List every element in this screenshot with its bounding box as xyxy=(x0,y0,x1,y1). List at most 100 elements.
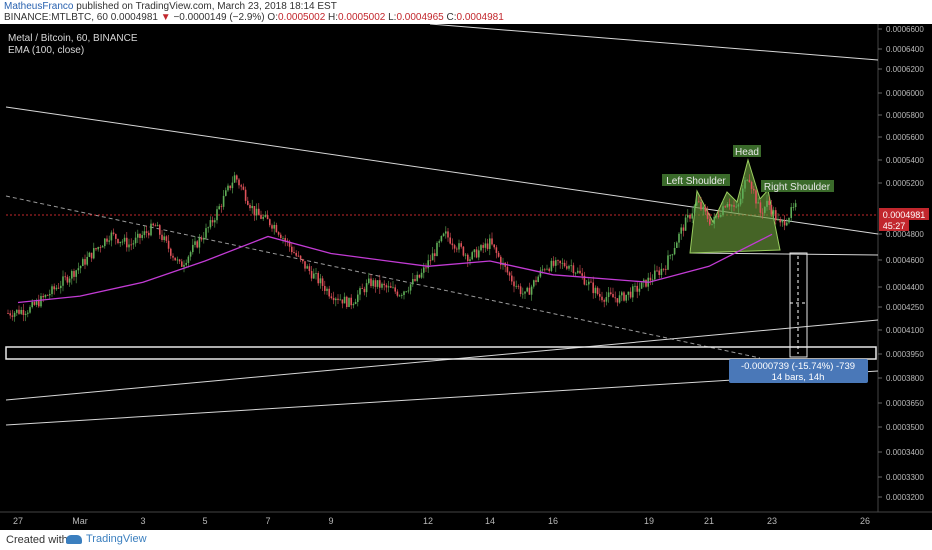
candle-body xyxy=(405,291,407,293)
candle-body xyxy=(440,236,443,242)
candle-body xyxy=(744,180,746,189)
candle-body xyxy=(390,286,392,288)
candle-body xyxy=(759,202,762,213)
support-zone[interactable] xyxy=(5,346,877,360)
measure-tool[interactable]: -0.0000739 (-15.74%) -739 14 bars, 14h xyxy=(729,252,868,383)
time-axis-label: 27 xyxy=(13,516,23,526)
time-axis-label: 7 xyxy=(265,516,270,526)
candle-body xyxy=(172,255,174,258)
candle-body xyxy=(750,182,753,189)
candle-body xyxy=(658,270,660,276)
candle-body xyxy=(709,218,711,225)
upper-trendline[interactable] xyxy=(429,23,879,61)
candle-body xyxy=(724,206,726,208)
candle-body xyxy=(660,268,663,276)
candle-body xyxy=(88,252,91,257)
price-axis-label: 0.0003400 xyxy=(886,448,924,457)
candle-body xyxy=(372,280,374,287)
candle-body xyxy=(735,206,737,208)
candle-body xyxy=(306,266,308,269)
candle-body xyxy=(753,188,755,191)
candle-body xyxy=(207,227,209,229)
head-label[interactable]: Head xyxy=(733,145,761,158)
candle-body xyxy=(275,224,278,233)
candle-body xyxy=(711,223,713,225)
candle-body xyxy=(680,227,682,234)
candle-body xyxy=(478,250,480,258)
time-axis-label: 14 xyxy=(485,516,495,526)
candle-body xyxy=(794,203,797,208)
low-value: 0.0004965 xyxy=(396,12,444,23)
candle-body xyxy=(568,265,570,269)
measure-box[interactable] xyxy=(789,252,808,358)
candle-body xyxy=(530,286,533,295)
candle-body xyxy=(460,243,462,247)
measure-label-box xyxy=(729,359,868,383)
candle-body xyxy=(416,274,418,281)
candle-body xyxy=(541,269,544,271)
author-link[interactable]: MatheusFranco xyxy=(4,1,74,12)
candle-body xyxy=(302,259,304,262)
time-axis-label: 9 xyxy=(328,516,333,526)
dashed-trendline[interactable] xyxy=(5,195,761,359)
candle-body xyxy=(192,244,194,253)
candle-body xyxy=(214,220,216,223)
low-label: L: xyxy=(388,12,397,23)
candle-body xyxy=(720,215,722,217)
left-shoulder-label[interactable]: Left Shoulder xyxy=(662,174,730,187)
time-axis[interactable]: 27 Mar 3 5 7 9 12 14 16 19 21 23 26 xyxy=(13,516,870,526)
right-shoulder-label[interactable]: Right Shoulder xyxy=(761,180,834,193)
indicator-legend[interactable]: EMA (100, close) xyxy=(8,45,84,56)
price-axis-label: 0.0004100 xyxy=(886,326,924,335)
candle-body xyxy=(640,282,643,289)
tradingview-brand[interactable]: TradingView xyxy=(66,533,147,545)
candle-body xyxy=(687,214,689,218)
candle-body xyxy=(555,260,557,266)
candle-body xyxy=(354,301,357,305)
candle-body xyxy=(436,242,438,257)
candle-body xyxy=(539,270,542,277)
candle-body xyxy=(577,270,579,273)
neckline[interactable] xyxy=(689,252,879,256)
candle-body xyxy=(117,238,119,244)
candle-body xyxy=(33,301,36,305)
candle-body xyxy=(141,235,143,238)
candle-body xyxy=(682,227,685,231)
head-shoulders-pattern[interactable] xyxy=(689,158,781,254)
candle-body xyxy=(156,225,159,227)
candle-body xyxy=(143,231,146,236)
candle-body xyxy=(508,272,511,276)
candle-body xyxy=(506,266,509,273)
candle-body xyxy=(533,280,535,287)
candle-body xyxy=(126,237,128,248)
candle-body xyxy=(277,232,280,235)
candle-body xyxy=(607,292,610,298)
candle-body xyxy=(361,288,363,289)
candle-body xyxy=(55,287,58,290)
candle-body xyxy=(363,288,366,293)
chart-legend-title: Metal / Bitcoin, 60, BINANCE xyxy=(8,33,138,44)
channel-line-upper[interactable] xyxy=(5,319,879,401)
candle-body xyxy=(293,252,295,253)
candle-body xyxy=(447,231,449,238)
candle-body xyxy=(99,247,102,248)
candle-body xyxy=(310,271,313,279)
symbol-label: BINANCE:MTLBTC, 60 xyxy=(4,12,108,23)
candle-body xyxy=(194,241,196,245)
created-with-text: Created with xyxy=(6,534,68,546)
last-price: 0.0004981 xyxy=(110,12,158,23)
candle-body xyxy=(20,309,22,314)
candle-body xyxy=(473,249,476,253)
price-axis-label: 0.0005800 xyxy=(886,111,924,120)
price-axis[interactable]: 0.0006600 0.0006400 0.0006200 0.0006000 0.00… xyxy=(878,25,924,502)
candle-body xyxy=(601,296,603,301)
candle-body xyxy=(638,288,641,292)
candle-body xyxy=(40,296,42,307)
candle-body xyxy=(326,288,328,291)
current-price-tag-text: 0.0004981 xyxy=(883,210,926,220)
chart-area[interactable]: 0.0006600 0.0006400 0.0006200 0.0006000 0.00… xyxy=(0,23,932,530)
candle-body xyxy=(403,291,405,296)
price-chart[interactable]: 0.0006600 0.0006400 0.0006200 0.0006000 0.00… xyxy=(0,23,932,530)
candle-body xyxy=(684,217,687,231)
candle-body xyxy=(489,238,491,249)
